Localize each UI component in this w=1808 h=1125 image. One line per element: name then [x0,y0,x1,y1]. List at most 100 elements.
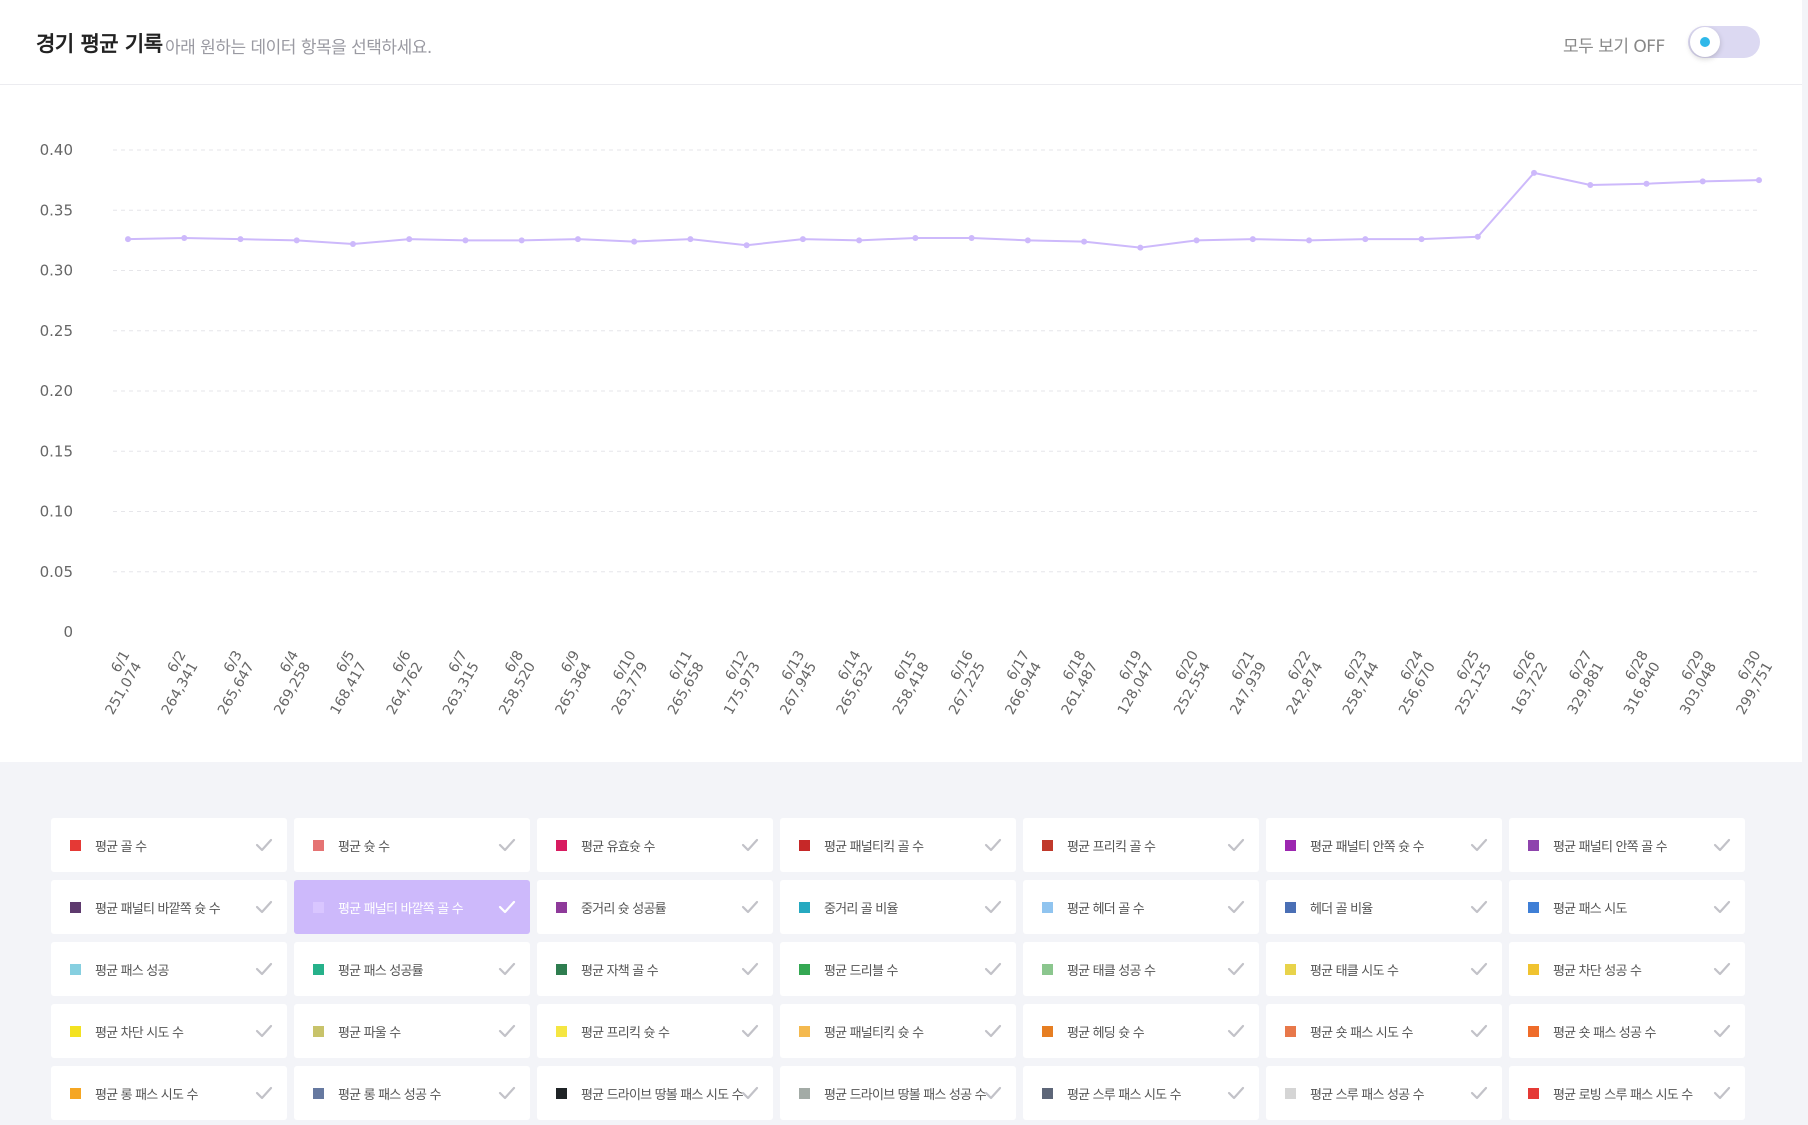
y-tick-label: 0.05 [40,563,73,581]
x-tick-label: 6/15258,418 [876,648,935,718]
legend-item[interactable]: 평균 스루 패스 시도 수 [1023,1066,1259,1120]
legend-item[interactable]: 평균 패널티 바깥쪽 골 수 [294,880,530,934]
data-point [1137,244,1144,251]
checkmark-icon [1227,1085,1245,1104]
checkmark-icon [498,1085,516,1104]
legend-swatch [313,840,324,851]
x-tick-label: 6/5168,417 [314,648,373,718]
data-point [349,240,356,247]
legend-item[interactable]: 평균 숏 패스 시도 수 [1266,1004,1502,1058]
data-point [293,237,300,244]
legend-item[interactable]: 평균 차단 시도 수 [51,1004,287,1058]
legend-item[interactable]: 평균 롱 패스 성공 수 [294,1066,530,1120]
data-point [1418,236,1425,243]
legend-label: 평균 패널티 안쪽 골 수 [1553,840,1668,855]
checkmark-icon [1713,1085,1731,1104]
checkmark-icon [498,1023,516,1042]
data-point [1081,238,1088,245]
x-tick-label: 6/3265,647 [201,648,260,718]
legend-item[interactable]: 평균 패스 성공률 [294,942,530,996]
legend-item[interactable]: 평균 패널티 안쪽 슛 수 [1266,818,1502,872]
legend-swatch [556,1088,567,1099]
legend-item[interactable]: 평균 태클 성공 수 [1023,942,1259,996]
page-subtitle: 아래 원하는 데이터 항목을 선택하세요. [165,38,432,58]
checkmark-icon [255,899,273,918]
legend-label: 평균 패널티킥 골 수 [824,840,924,855]
legend-swatch [1528,902,1539,913]
x-tick-label: 6/29303,048 [1663,648,1722,718]
show-all-toggle[interactable] [1688,26,1760,58]
legend-label: 평균 파울 수 [338,1026,401,1041]
legend-item[interactable]: 평균 프리킥 슛 수 [537,1004,773,1058]
x-tick-label: 6/9265,364 [539,648,598,718]
legend-item[interactable]: 평균 숏 패스 성공 수 [1509,1004,1745,1058]
checkmark-icon [984,1023,1002,1042]
legend-swatch [1042,840,1053,851]
x-tick-label: 6/10263,779 [595,648,654,718]
legend-swatch [1042,1088,1053,1099]
legend-label: 평균 롱 패스 성공 수 [338,1088,441,1103]
legend-item[interactable]: 평균 슛 수 [294,818,530,872]
checkmark-icon [1470,1023,1488,1042]
legend-label: 평균 골 수 [95,840,147,855]
x-tick-label: 6/22242,874 [1270,648,1329,718]
data-point [1362,236,1369,243]
legend-item[interactable]: 평균 골 수 [51,818,287,872]
legend-swatch [556,840,567,851]
legend-item[interactable]: 평균 패널티 안쪽 골 수 [1509,818,1745,872]
x-tick-label: 6/23258,744 [1326,648,1385,718]
legend-item[interactable]: 평균 드라이브 땅볼 패스 시도 수 [537,1066,773,1120]
x-tick-label: 6/12175,973 [707,648,766,718]
data-point [125,236,131,243]
legend-item[interactable]: 평균 드라이브 땅볼 패스 성공 수 [780,1066,1016,1120]
legend-swatch [1285,1088,1296,1099]
data-point [687,236,694,243]
x-tick-label: 6/27329,881 [1551,648,1610,718]
legend-item[interactable]: 평균 패널티 바깥쪽 슛 수 [51,880,287,934]
legend-item[interactable]: 평균 패널티킥 골 수 [780,818,1016,872]
legend-swatch [70,840,81,851]
legend-item[interactable]: 중거리 슛 성공률 [537,880,773,934]
legend-item[interactable]: 평균 차단 성공 수 [1509,942,1745,996]
legend-item[interactable]: 평균 패널티킥 슛 수 [780,1004,1016,1058]
x-tick-label: 6/2264,341 [145,648,204,718]
data-point [406,236,413,243]
legend-item[interactable]: 평균 롱 패스 시도 수 [51,1066,287,1120]
data-point [1306,237,1313,244]
legend-label: 평균 프리킥 골 수 [1067,840,1156,855]
y-tick-label: 0.20 [40,382,73,400]
legend-item[interactable]: 평균 헤딩 슛 수 [1023,1004,1259,1058]
legend-item[interactable]: 중거리 골 비율 [780,880,1016,934]
legend-swatch [799,902,810,913]
legend-item[interactable]: 평균 유효슛 수 [537,818,773,872]
legend-item[interactable]: 평균 패스 시도 [1509,880,1745,934]
toggle-knob [1690,27,1720,57]
legend-item[interactable]: 평균 자책 골 수 [537,942,773,996]
legend-label: 평균 숏 패스 시도 수 [1310,1026,1413,1041]
legend-item[interactable]: 평균 드리블 수 [780,942,1016,996]
legend-item[interactable]: 평균 태클 시도 수 [1266,942,1502,996]
legend-item[interactable]: 헤더 골 비율 [1266,880,1502,934]
legend-label: 평균 헤딩 슛 수 [1067,1026,1145,1041]
legend-label: 평균 드라이브 땅볼 패스 성공 수 [824,1088,987,1103]
legend-swatch [1528,1088,1539,1099]
x-tick-label: 6/25252,125 [1438,648,1497,718]
legend-item[interactable]: 평균 패스 성공 [51,942,287,996]
x-tick-label: 6/1251,074 [89,648,148,718]
legend-swatch [1528,1026,1539,1037]
legend-item[interactable]: 평균 스루 패스 성공 수 [1266,1066,1502,1120]
checkmark-icon [255,1023,273,1042]
legend-item[interactable]: 평균 프리킥 골 수 [1023,818,1259,872]
legend-item[interactable]: 평균 로빙 스루 패스 시도 수 [1509,1066,1745,1120]
legend-item[interactable]: 평균 파울 수 [294,1004,530,1058]
legend-swatch [799,840,810,851]
legend-label: 평균 태클 시도 수 [1310,964,1399,979]
legend-swatch [313,902,324,913]
y-tick-label: 0.15 [40,442,73,460]
data-point [1643,180,1650,187]
legend-label: 평균 유효슛 수 [581,840,655,855]
legend-item[interactable]: 평균 헤더 골 수 [1023,880,1259,934]
x-tick-label: 6/26163,722 [1495,648,1554,718]
legend-label: 평균 로빙 스루 패스 시도 수 [1553,1088,1693,1103]
page-title: 경기 평균 기록 [36,32,163,56]
